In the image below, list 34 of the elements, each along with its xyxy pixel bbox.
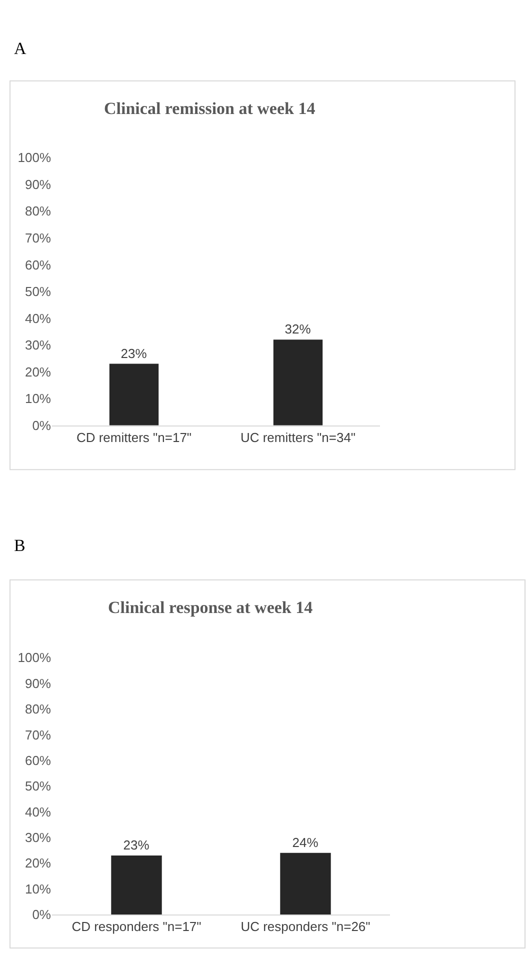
y-tick-label: 60%: [24, 257, 52, 272]
chart-title: Clinical response at week 14: [108, 598, 314, 617]
text: B: [14, 536, 26, 555]
y-tick-label: 10%: [24, 881, 52, 896]
y-tick-label: 20%: [24, 364, 52, 380]
y-tick-label: 60%: [24, 752, 52, 768]
y-tick-label: 70%: [24, 230, 52, 246]
chart-title: Clinical remission at week 14: [104, 99, 316, 118]
y-tick-label: 20%: [24, 856, 52, 871]
y-tick-label: 90%: [24, 676, 52, 691]
y-tick-label: 100%: [18, 150, 52, 166]
y-tick-label: 90%: [24, 176, 52, 192]
data-label: 23%: [123, 837, 150, 852]
y-tick-label: 40%: [24, 804, 52, 820]
data-label: 32%: [284, 322, 312, 337]
y-tick-label: 30%: [24, 338, 52, 353]
y-tick-label: 10%: [24, 391, 52, 406]
y-tick-label: 50%: [24, 284, 52, 300]
y-tick-label: 50%: [24, 778, 52, 794]
y-tick-label: 80%: [24, 204, 52, 219]
x-tick-label: CD remitters "n=17": [76, 430, 192, 445]
y-tick-label: 0%: [32, 907, 52, 922]
text: A: [14, 39, 27, 58]
x-tick-label: CD responders "n=17": [72, 919, 202, 934]
data-label: 24%: [292, 834, 319, 850]
y-tick-label: 40%: [24, 310, 52, 326]
y-tick-label: 80%: [24, 702, 52, 717]
y-tick-label: 0%: [32, 418, 52, 433]
x-tick-label: UC remitters "n=34": [240, 430, 356, 445]
y-tick-label: 70%: [24, 727, 52, 742]
x-tick-label: UC responders "n=26": [240, 919, 371, 934]
y-tick-label: 100%: [18, 650, 52, 666]
y-tick-label: 30%: [24, 830, 52, 846]
data-label: 23%: [120, 346, 148, 361]
